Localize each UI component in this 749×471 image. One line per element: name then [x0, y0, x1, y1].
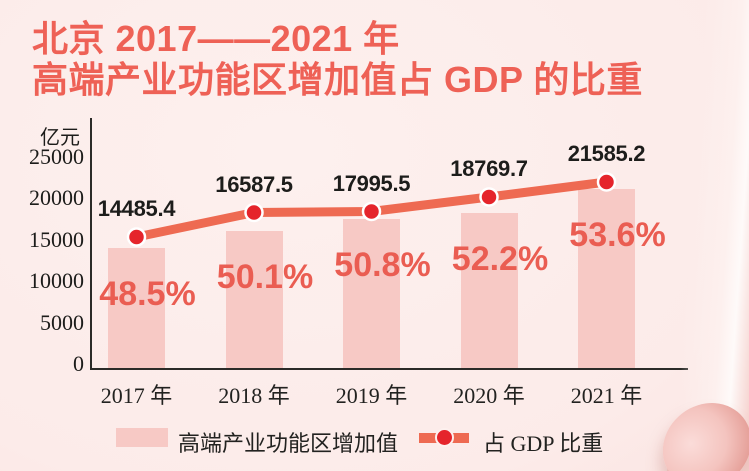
y-axis-unit-label: 亿元	[40, 127, 80, 149]
legend-line-swatch	[419, 428, 469, 447]
line-dot-2021 年	[596, 172, 617, 192]
x-label-2018 年: 2018 年	[218, 383, 290, 408]
percent-label-50.8%: 50.8%	[334, 245, 431, 284]
y-tick-20000: 20000	[29, 185, 84, 211]
y-tick-10000: 10000	[29, 268, 84, 294]
y-axis-line	[90, 118, 92, 370]
x-label-2017 年: 2017 年	[100, 383, 173, 408]
value-label-16587.5: 16587.5	[215, 171, 293, 197]
y-tick-0: 0	[73, 351, 84, 376]
bar-2018 年	[225, 230, 283, 368]
bar-2017 年	[108, 248, 165, 368]
legend-line-dot-icon	[435, 428, 454, 447]
x-label-2021 年: 2021 年	[570, 383, 643, 408]
percent-label-52.2%: 52.2%	[451, 239, 549, 278]
percent-label-53.6%: 53.6%	[569, 216, 666, 255]
bar-2019 年	[343, 218, 400, 368]
title-line-2: 高端产业功能区增加值占 GDP 的比重	[32, 59, 643, 100]
percent-label-50.1%: 50.1%	[216, 257, 314, 296]
percent-label-48.5%: 48.5%	[99, 275, 196, 314]
legend-bar-swatch	[116, 428, 168, 447]
value-label-18769.7: 18769.7	[450, 156, 528, 181]
title-line-1: 北京 2017——2021 年	[32, 18, 400, 59]
y-tick-5000: 5000	[40, 309, 84, 335]
value-label-21585.2: 21585.2	[567, 141, 646, 166]
y-tick-25000: 25000	[29, 144, 84, 169]
y-tick-15000: 15000	[29, 226, 84, 252]
x-label-2019 年: 2019 年	[335, 383, 408, 408]
x-label-2020 年: 2020 年	[453, 383, 525, 408]
legend-bar-label: 高端产业功能区增加值	[178, 431, 399, 456]
value-label-14485.4: 14485.4	[97, 196, 176, 221]
legend-line-label: 占 GDP 比重	[483, 431, 604, 456]
x-axis-line	[90, 368, 688, 370]
line-dot-2020 年	[479, 187, 499, 207]
page-title: 北京 2017——2021 年 高端产业功能区增加值占 GDP 的比重	[32, 18, 643, 100]
value-label-17995.5: 17995.5	[332, 170, 411, 196]
bar-2020 年	[460, 212, 518, 368]
line-dot-2017 年	[126, 227, 147, 247]
line-dot-2018 年	[244, 202, 264, 223]
line-dot-2019 年	[361, 201, 382, 222]
bar-2021 年	[578, 189, 635, 368]
